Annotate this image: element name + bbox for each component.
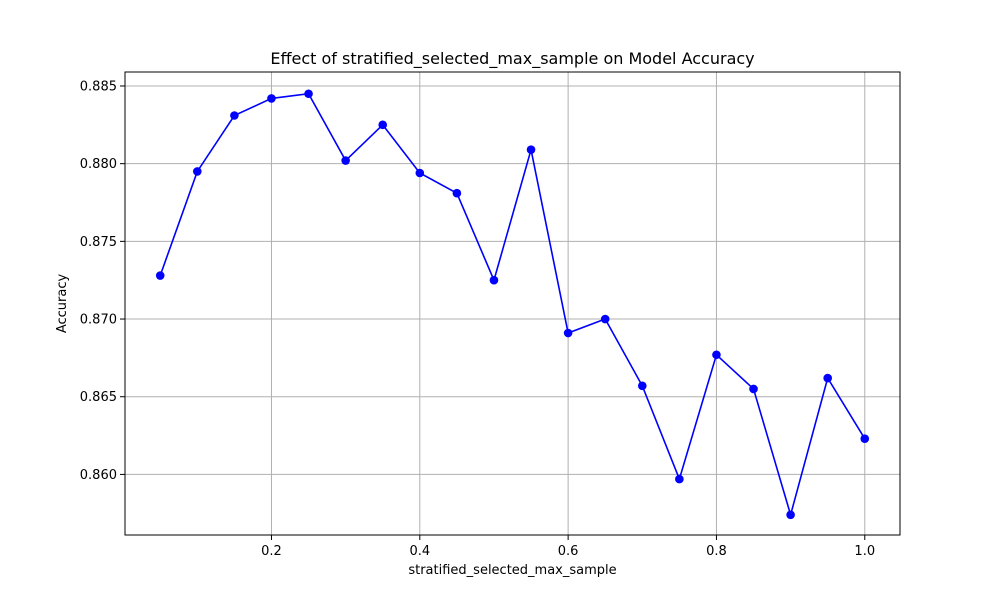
data-point: [193, 167, 202, 176]
data-point: [452, 188, 462, 198]
data-point: [712, 350, 721, 360]
y-tick-label: 0.875: [80, 235, 117, 250]
series-layer: [155, 89, 870, 520]
y-tick-label: 0.865: [80, 390, 117, 405]
data-point: [526, 145, 536, 154]
data-point: [489, 275, 499, 285]
plot-frame: [124, 71, 901, 536]
data-point: [155, 271, 165, 280]
y-axis-label: Accuracy: [55, 274, 70, 334]
data-point: [637, 381, 647, 391]
x-axis-label: stratified_selected_max_sample: [408, 563, 616, 578]
series-line: [159, 92, 866, 518]
data-point: [749, 384, 758, 394]
x-tick-label: 1.0: [854, 544, 875, 559]
data-point: [860, 434, 870, 443]
x-tick-label: 0.6: [558, 544, 579, 559]
data-point: [786, 510, 795, 520]
tick-layer: 0.2 0.4 0.6 0.8 1.0 0.860 0.865 0.870 0.875 0.880…: [80, 79, 875, 559]
data-point: [415, 168, 425, 178]
y-tick-label: 0.860: [80, 468, 117, 483]
y-tick-label: 0.870: [80, 313, 117, 328]
grid-lines: [125, 72, 900, 535]
x-tick-label: 0.8: [706, 544, 727, 559]
x-tick-label: 0.4: [409, 544, 430, 559]
chart-title: Effect of stratified_selected_max_sample…: [270, 49, 754, 69]
data-point: [563, 328, 573, 338]
data-point: [600, 314, 610, 324]
data-point: [267, 94, 276, 103]
data-point: [675, 474, 684, 484]
data-point: [341, 156, 350, 165]
data-point: [230, 111, 239, 120]
x-tick-label: 0.2: [261, 544, 282, 559]
data-point: [304, 89, 313, 99]
data-point: [823, 373, 832, 383]
y-tick-label: 0.880: [80, 157, 117, 172]
data-point: [378, 120, 388, 130]
y-tick-label: 0.885: [80, 79, 117, 94]
